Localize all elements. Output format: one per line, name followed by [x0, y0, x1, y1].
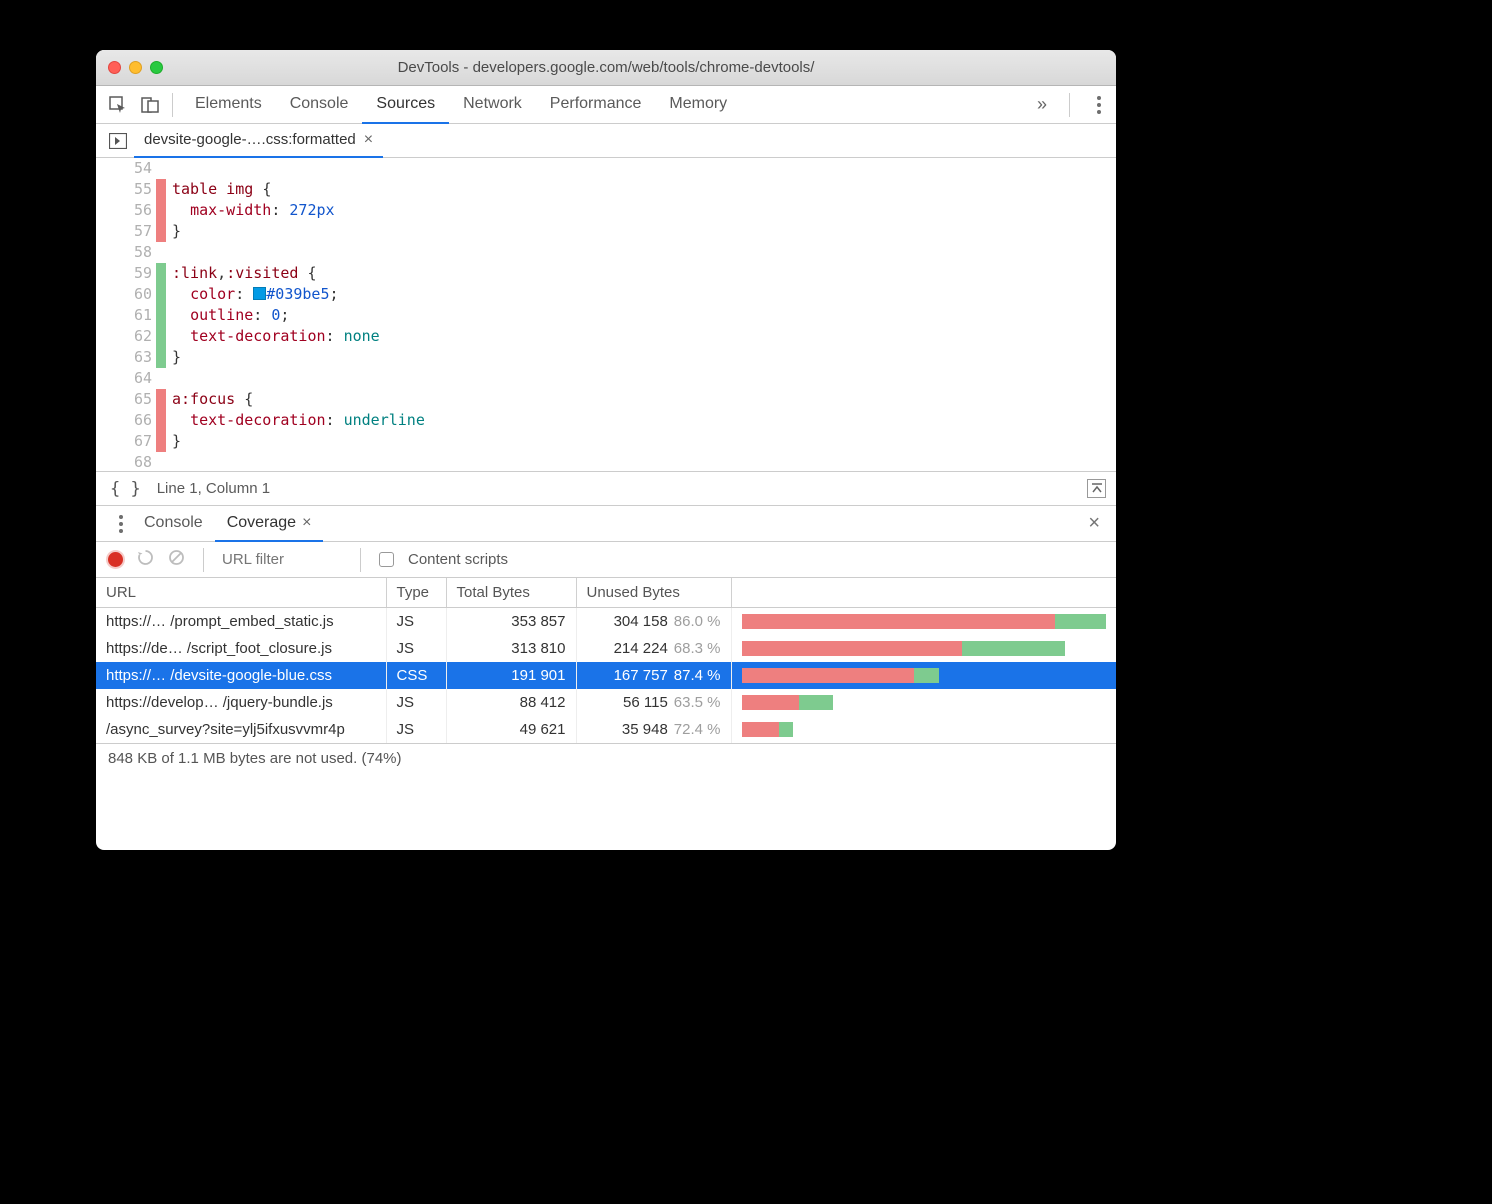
file-tab[interactable]: devsite-google-….css:formatted × — [134, 124, 383, 158]
table-header-row: URL Type Total Bytes Unused Bytes — [96, 578, 1116, 608]
inspect-element-icon[interactable] — [104, 91, 132, 119]
coverage-gutter — [156, 158, 166, 471]
close-window-button[interactable] — [108, 61, 121, 74]
reload-icon[interactable] — [137, 549, 154, 571]
drawer-menu-icon[interactable] — [112, 510, 130, 538]
navigator-icon[interactable] — [106, 129, 130, 153]
drawer-tab-coverage[interactable]: Coverage × — [215, 506, 324, 542]
table-row[interactable]: https://de… /script_foot_closure.jsJS313… — [96, 635, 1116, 662]
separator — [1069, 93, 1070, 117]
tab-sources[interactable]: Sources — [362, 86, 449, 124]
cell-total: 191 901 — [446, 662, 576, 689]
cell-url: /async_survey?site=ylj5ifxusvvmr4p — [96, 716, 386, 743]
drawer-tab-label: Coverage — [227, 514, 296, 532]
col-header-total[interactable]: Total Bytes — [446, 578, 576, 608]
cell-usage-bar — [731, 662, 1116, 689]
cell-total: 88 412 — [446, 689, 576, 716]
cell-type: JS — [386, 608, 446, 636]
window-title: DevTools - developers.google.com/web/too… — [96, 59, 1116, 76]
clear-icon[interactable] — [168, 549, 185, 571]
table-row[interactable]: https://develop… /jquery-bundle.jsJS88 4… — [96, 689, 1116, 716]
cursor-position: Line 1, Column 1 — [157, 480, 270, 497]
main-tabs: ElementsConsoleSourcesNetworkPerformance… — [96, 86, 1116, 124]
tab-performance[interactable]: Performance — [536, 86, 656, 124]
coverage-toolbar: Content scripts — [96, 542, 1116, 578]
cell-type: JS — [386, 635, 446, 662]
cell-usage-bar — [731, 635, 1116, 662]
titlebar: DevTools - developers.google.com/web/too… — [96, 50, 1116, 86]
cell-type: JS — [386, 689, 446, 716]
cell-total: 353 857 — [446, 608, 576, 636]
col-header-unused[interactable]: Unused Bytes — [576, 578, 731, 608]
coverage-summary: 848 KB of 1.1 MB bytes are not used. (74… — [96, 743, 1116, 773]
close-icon[interactable]: × — [302, 514, 311, 532]
editor-status-bar: { } Line 1, Column 1 — [96, 472, 1116, 506]
cell-usage-bar — [731, 716, 1116, 743]
cell-unused: 167 75787.4 % — [576, 662, 731, 689]
cell-url: https://de… /script_foot_closure.js — [96, 635, 386, 662]
devtools-window: DevTools - developers.google.com/web/too… — [96, 50, 1116, 850]
col-header-url[interactable]: URL — [96, 578, 386, 608]
record-button[interactable] — [108, 552, 123, 567]
close-icon[interactable]: × — [364, 131, 373, 149]
line-gutter: 545556575859606162636465666768 — [96, 158, 156, 471]
cell-type: JS — [386, 716, 446, 743]
tab-network[interactable]: Network — [449, 86, 536, 124]
separator — [203, 548, 204, 572]
cell-total: 49 621 — [446, 716, 576, 743]
separator — [172, 93, 173, 117]
file-tabs: devsite-google-….css:formatted × — [96, 124, 1116, 158]
cell-usage-bar — [731, 608, 1116, 636]
drawer-tab-label: Console — [144, 514, 203, 532]
cell-unused: 304 15886.0 % — [576, 608, 731, 636]
table-row[interactable]: https://… /prompt_embed_static.jsJS353 8… — [96, 608, 1116, 636]
close-drawer-icon[interactable]: × — [1082, 512, 1106, 535]
traffic-lights — [108, 61, 163, 74]
cell-url: https://… /devsite-google-blue.css — [96, 662, 386, 689]
cell-type: CSS — [386, 662, 446, 689]
table-row[interactable]: /async_survey?site=ylj5ifxusvvmr4pJS49 6… — [96, 716, 1116, 743]
pretty-print-icon[interactable]: { } — [106, 479, 145, 499]
more-tabs-icon[interactable]: » — [1029, 94, 1055, 115]
url-filter-input[interactable] — [222, 551, 342, 568]
tab-elements[interactable]: Elements — [181, 86, 276, 124]
cell-unused: 56 11563.5 % — [576, 689, 731, 716]
coverage-table: URL Type Total Bytes Unused Bytes https:… — [96, 578, 1116, 743]
cell-usage-bar — [731, 689, 1116, 716]
col-header-type[interactable]: Type — [386, 578, 446, 608]
drawer-tabs: Console Coverage × × — [96, 506, 1116, 542]
code-editor[interactable]: 545556575859606162636465666768 table img… — [96, 158, 1116, 472]
cell-url: https://… /prompt_embed_static.js — [96, 608, 386, 636]
zoom-window-button[interactable] — [150, 61, 163, 74]
tab-console[interactable]: Console — [276, 86, 363, 124]
tab-memory[interactable]: Memory — [655, 86, 741, 124]
cell-total: 313 810 — [446, 635, 576, 662]
drawer-tab-console[interactable]: Console — [132, 506, 215, 542]
cell-unused: 214 22468.3 % — [576, 635, 731, 662]
sidebar-toggle-icon[interactable] — [1087, 479, 1106, 498]
cell-unused: 35 94872.4 % — [576, 716, 731, 743]
file-tab-label: devsite-google-….css:formatted — [144, 131, 356, 148]
cell-url: https://develop… /jquery-bundle.js — [96, 689, 386, 716]
col-header-usage[interactable] — [731, 578, 1116, 608]
table-row[interactable]: https://… /devsite-google-blue.cssCSS191… — [96, 662, 1116, 689]
content-scripts-label: Content scripts — [408, 551, 508, 568]
content-scripts-checkbox[interactable] — [379, 552, 394, 567]
code-lines: table img { max-width: 272px} :link,:vis… — [166, 158, 425, 471]
minimize-window-button[interactable] — [129, 61, 142, 74]
separator — [360, 548, 361, 572]
settings-menu-icon[interactable] — [1090, 91, 1108, 119]
device-toolbar-icon[interactable] — [136, 91, 164, 119]
